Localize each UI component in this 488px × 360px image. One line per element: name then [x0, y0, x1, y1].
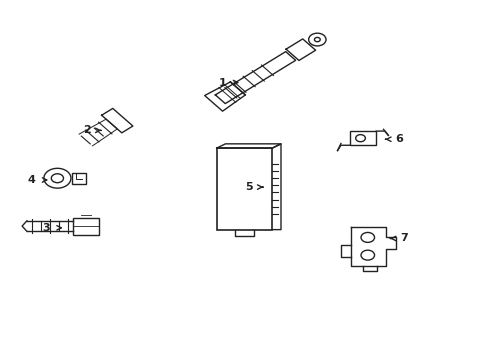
Bar [73, 217, 99, 235]
Text: 3: 3 [42, 223, 50, 233]
Bar [349, 131, 375, 145]
Bar [216, 148, 272, 230]
Text: 2: 2 [83, 125, 91, 135]
Text: 4: 4 [28, 175, 36, 185]
Text: 7: 7 [399, 234, 407, 243]
Text: 5: 5 [245, 182, 253, 192]
Text: 1: 1 [219, 77, 226, 87]
Text: 6: 6 [394, 134, 402, 144]
Bar [72, 173, 86, 184]
